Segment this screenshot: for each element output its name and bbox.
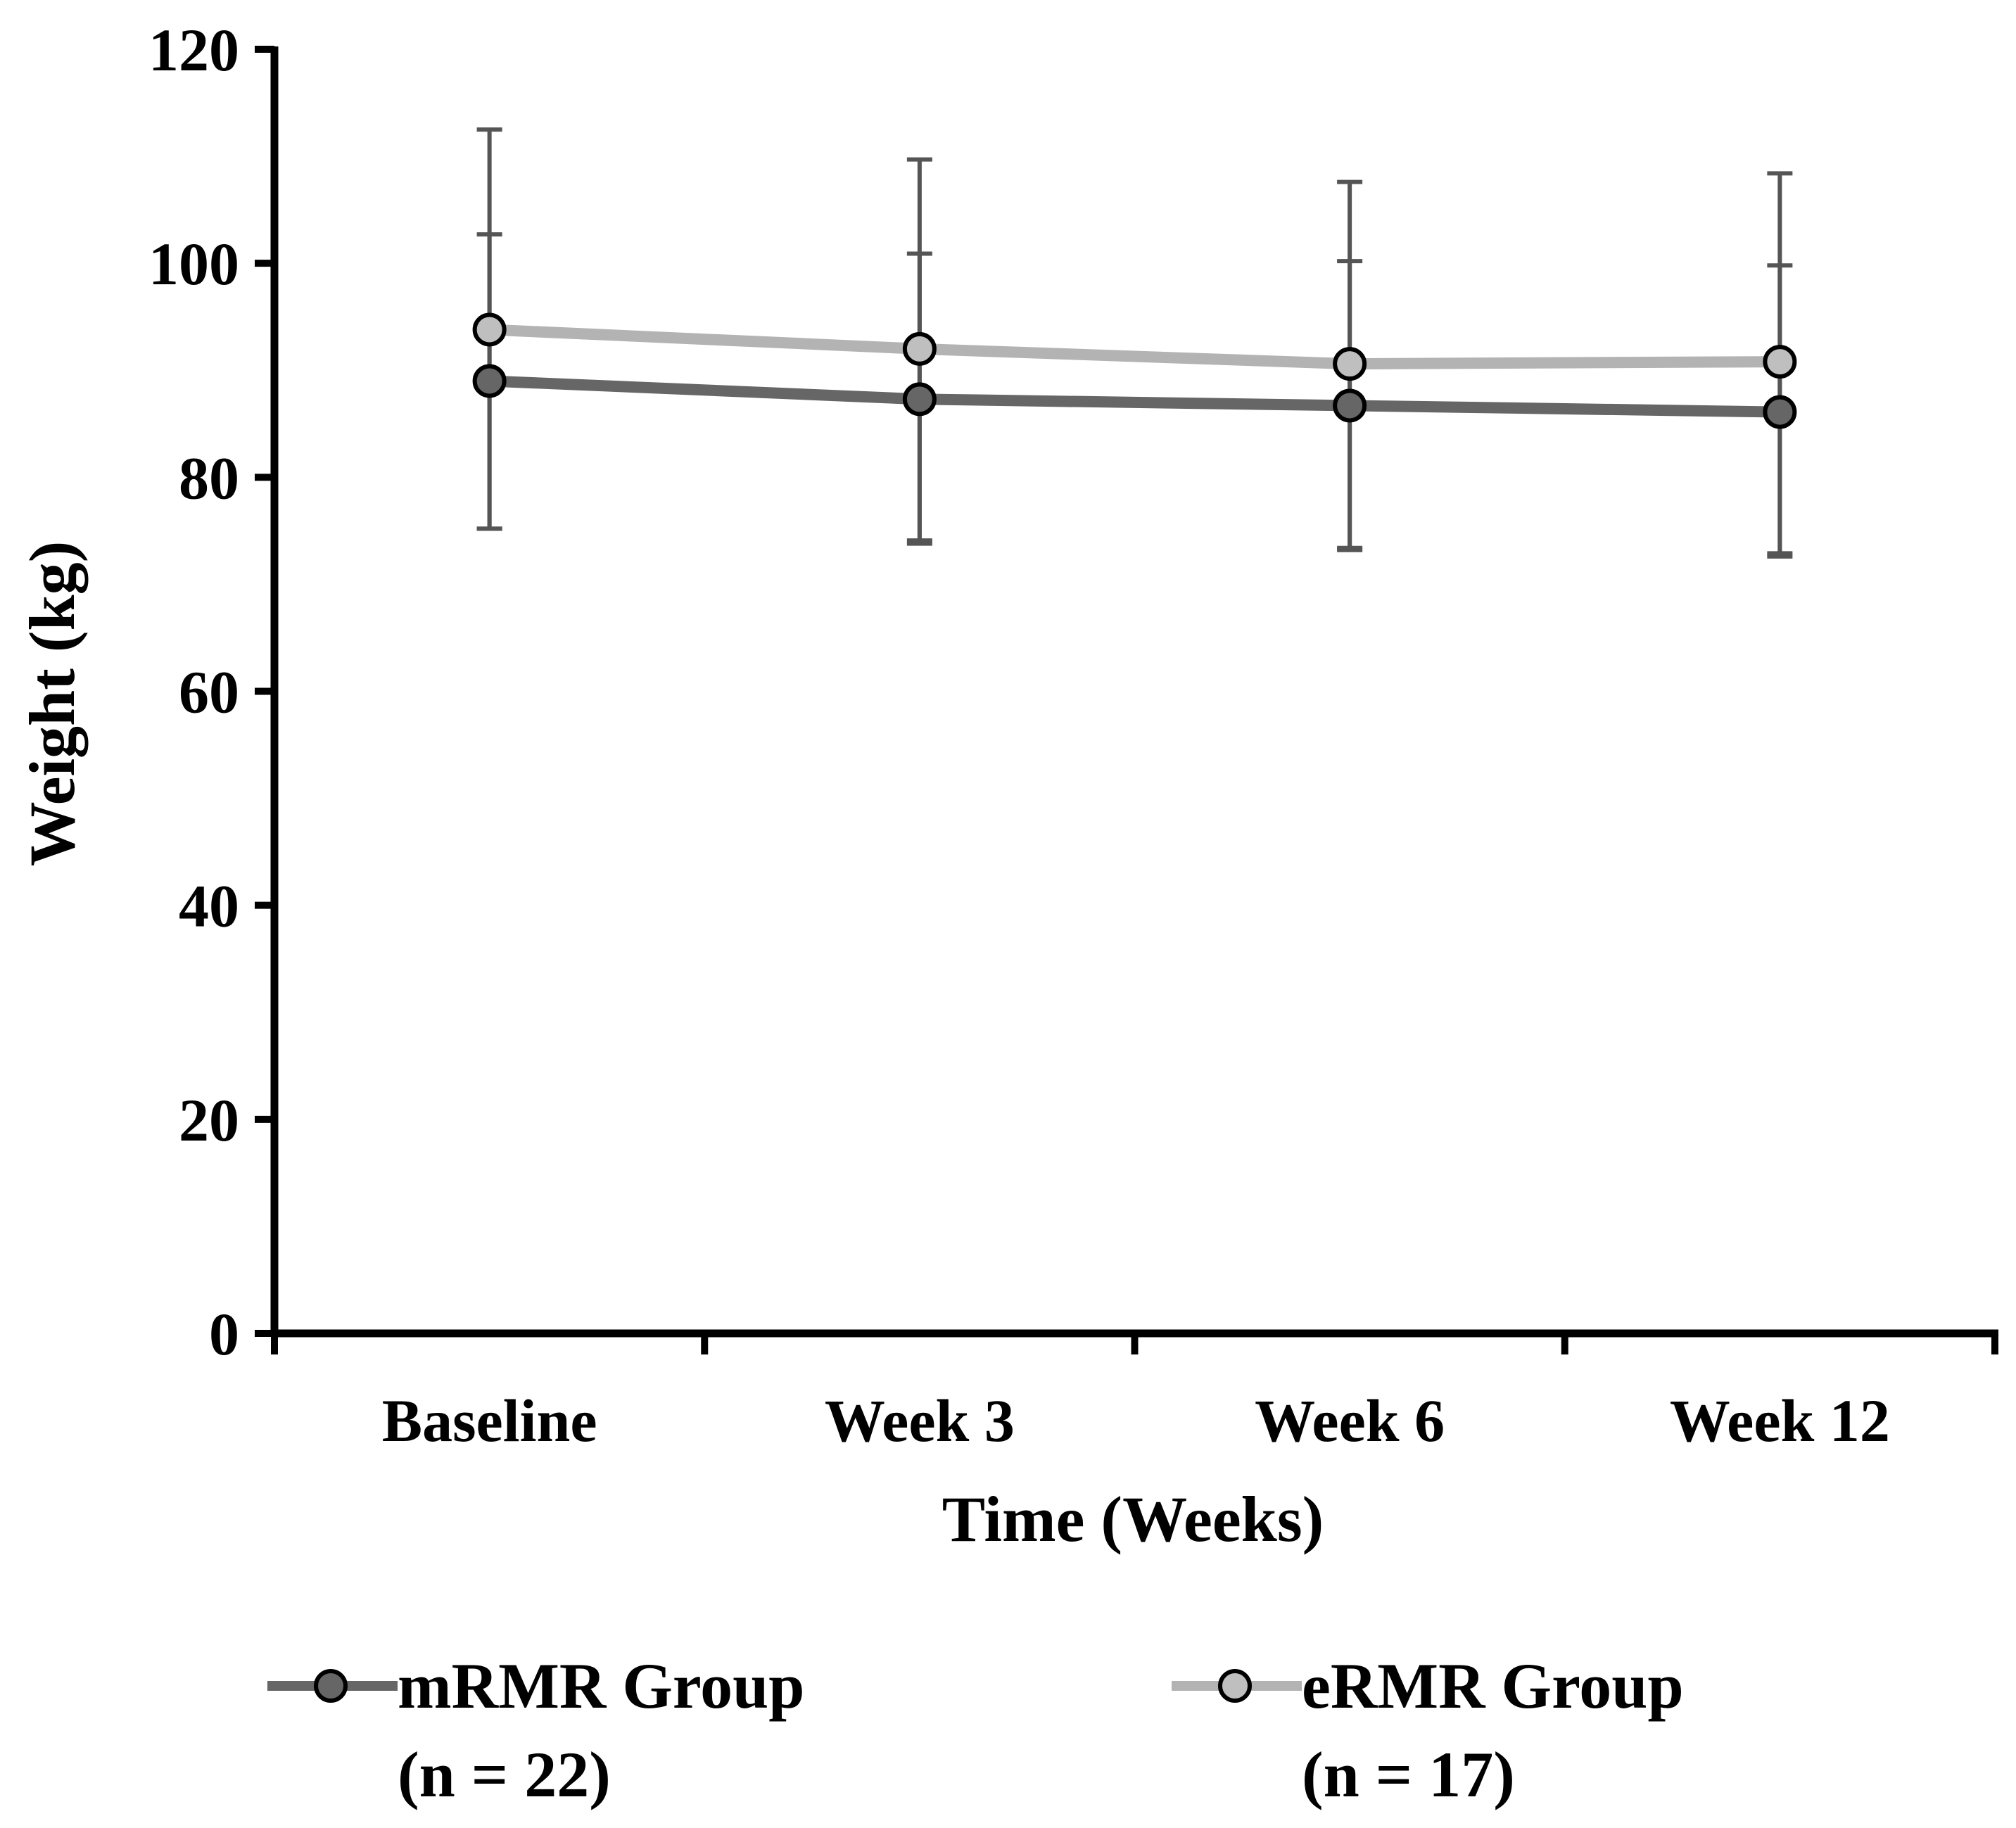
x-axis-title: Time (Weeks) [942, 1483, 1324, 1555]
x-tick-label: Week 6 [1255, 1387, 1445, 1454]
data-point [902, 382, 937, 417]
x-tick-label: Week 12 [1670, 1387, 1890, 1454]
legend-n-ermr: (n = 17) [1302, 1739, 1515, 1810]
y-tick-label: 120 [148, 16, 239, 84]
data-point [1333, 388, 1367, 423]
legend-label-ermr: eRMR Group [1302, 1650, 1684, 1722]
series-line-0 [489, 375, 1780, 418]
y-axis-title: Weight (kg) [16, 541, 88, 867]
series-lines [489, 324, 1780, 418]
x-tick-label: Baseline [382, 1387, 597, 1454]
data-point [902, 331, 937, 366]
data-point [472, 312, 507, 347]
data-point [1763, 345, 1797, 379]
y-tick-label: 100 [148, 230, 239, 298]
y-tick-label: 20 [179, 1086, 239, 1154]
tick-labels: 0 20 40 60 80 100 120 Baseline Week 3 Week 6 Week … [148, 16, 1890, 1454]
y-tick-label: 80 [179, 444, 239, 512]
legend-label-mrmr: mRMR Group [398, 1650, 804, 1722]
legend-swatch-marker [1218, 1669, 1252, 1703]
legend: mRMR Group (n = 22) eRMR Group (n = 17) [267, 1650, 1684, 1810]
legend-swatch-marker [314, 1669, 348, 1703]
y-tick-label: 60 [179, 659, 239, 726]
data-point [1763, 395, 1797, 429]
legend-item-mrmr: mRMR Group (n = 22) [267, 1650, 804, 1810]
axes [255, 46, 1998, 1354]
x-tick-label: Week 3 [825, 1387, 1015, 1454]
series-markers [472, 312, 1797, 429]
y-tick-label: 40 [179, 872, 239, 940]
series-line-1 [489, 324, 1780, 370]
legend-item-ermr: eRMR Group (n = 17) [1172, 1650, 1684, 1810]
data-point [472, 364, 507, 398]
data-point [1333, 347, 1367, 381]
legend-n-mrmr: (n = 22) [398, 1739, 611, 1810]
y-tick-label: 0 [209, 1300, 239, 1368]
